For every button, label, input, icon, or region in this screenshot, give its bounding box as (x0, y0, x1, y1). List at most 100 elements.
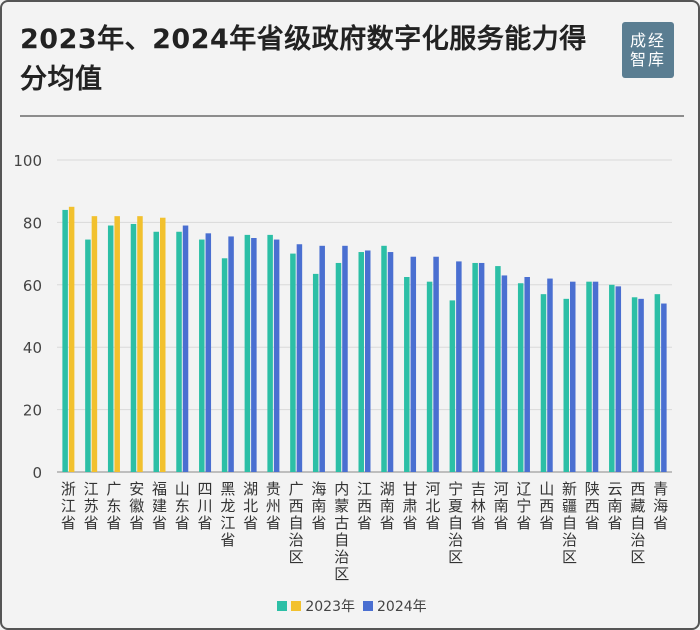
bar-2024 (592, 281, 599, 472)
x-tick-label: 山东省 (175, 480, 190, 532)
legend-item-2023: 2023年 (277, 596, 355, 616)
title-divider (20, 115, 684, 117)
chart-title: 2023年、2024年省级政府数字化服务能力得分均值 (20, 24, 587, 95)
bar-2024 (68, 206, 75, 473)
bar-2024 (319, 245, 325, 472)
x-tick-label: 吉林省 (471, 480, 486, 532)
x-tick-label: 安徽省 (129, 480, 144, 532)
bar-2023 (631, 297, 638, 472)
bar-2024 (547, 278, 553, 472)
bar-2023 (85, 239, 91, 472)
bar-2024 (387, 252, 394, 472)
bar-2024 (456, 261, 462, 472)
bar-2024 (182, 225, 189, 472)
bar-2024 (205, 233, 212, 472)
bar-2023 (62, 209, 68, 473)
bar-2023 (221, 258, 228, 472)
bar-2023 (609, 284, 615, 472)
x-tick-label: 海南省 (311, 480, 326, 532)
x-tick-label: 河南省 (494, 480, 509, 532)
legend-item-2024: 2024年 (363, 596, 427, 616)
legend-swatch-2023 (277, 601, 288, 611)
x-tick-label: 宁夏自治区 (448, 480, 463, 566)
bar-2024 (410, 256, 417, 472)
x-tick-label: 浙江省 (61, 480, 76, 532)
legend-swatch-2023-highlight (291, 601, 302, 611)
legend-label-2024: 2024年 (377, 599, 427, 615)
bar-2024 (137, 216, 143, 472)
y-tick-label: 100 (13, 152, 42, 170)
bar-2023 (586, 281, 592, 472)
bar-2024 (433, 256, 439, 472)
bar-2023 (153, 231, 159, 472)
y-tick-label: 40 (23, 339, 42, 357)
legend-label-2023: 2023年 (305, 599, 355, 615)
x-tick-label: 河北省 (425, 480, 440, 532)
x-tick-label: 青海省 (653, 480, 668, 532)
bar-2023 (107, 225, 114, 472)
bar-2024 (615, 286, 622, 472)
bar-2024 (296, 244, 303, 472)
y-tick-label: 20 (23, 402, 42, 420)
bar-2024 (160, 217, 166, 472)
bar-2023 (404, 277, 410, 472)
bar-2023 (495, 266, 501, 472)
legend-swatch-2024 (363, 601, 373, 611)
x-tick-label: 湖北省 (243, 480, 258, 532)
x-tick-label: 内蒙古自治区 (334, 480, 349, 583)
x-tick-label: 陕西省 (585, 480, 600, 532)
bar-2024 (273, 239, 280, 472)
chart-legend: 2023年 2024年 (2, 596, 698, 616)
bar-2023 (381, 245, 387, 472)
bar-2023 (449, 300, 456, 472)
x-tick-label: 黑龙江省 (220, 480, 235, 549)
bar-2023 (130, 223, 137, 472)
x-tick-label: 云南省 (608, 480, 623, 532)
bar-2023 (358, 252, 364, 472)
x-tick-label: 西藏自治区 (630, 480, 645, 566)
bar-2023 (472, 262, 478, 472)
bar-2024 (91, 216, 98, 472)
bar-2023 (426, 281, 433, 472)
bar-2023 (312, 273, 319, 472)
bar-2024 (478, 262, 485, 472)
bar-2024 (501, 275, 508, 472)
x-tick-label: 江苏省 (84, 480, 99, 532)
bar-2024 (228, 236, 234, 472)
brand-logo: 成经智库 (622, 22, 674, 78)
bar-2024 (570, 281, 576, 472)
x-tick-label: 广东省 (106, 480, 121, 532)
bar-2023 (517, 283, 524, 472)
y-tick-label: 60 (23, 277, 42, 295)
bar-2023 (335, 262, 342, 472)
bar-2024 (342, 245, 348, 472)
x-tick-label: 新疆自治区 (562, 480, 577, 566)
bar-2023 (244, 234, 251, 472)
bar-2023 (290, 253, 296, 472)
bar-2024 (365, 250, 371, 472)
y-tick-label: 0 (32, 464, 42, 482)
bar-2024 (661, 303, 667, 472)
x-tick-label: 福建省 (152, 480, 167, 532)
bar-2023 (563, 298, 569, 472)
bar-chart: 0 20 40 60 80 100 浙江省江苏省广东省安徽省福建省山东省四川省黑龙江省湖北省… (13, 152, 672, 583)
bar-2023 (540, 294, 547, 472)
bar-2023 (199, 239, 205, 472)
bar-2023 (654, 294, 661, 472)
x-tick-label: 四川省 (198, 480, 213, 532)
bar-2023 (267, 234, 273, 472)
y-tick-label: 80 (23, 214, 42, 232)
x-tick-label: 江西省 (357, 480, 372, 532)
x-tick-label: 甘肃省 (403, 480, 418, 532)
x-tick-label: 湖南省 (380, 480, 395, 532)
x-tick-label: 贵州省 (266, 480, 281, 532)
x-tick-label: 广西自治区 (289, 480, 304, 566)
x-tick-label: 辽宁省 (516, 480, 531, 532)
bar-2024 (638, 298, 644, 472)
bar-2024 (114, 216, 120, 472)
bar-2024 (251, 238, 257, 472)
bar-2024 (524, 277, 530, 472)
x-tick-label: 山西省 (539, 480, 554, 532)
bar-2023 (176, 231, 182, 472)
